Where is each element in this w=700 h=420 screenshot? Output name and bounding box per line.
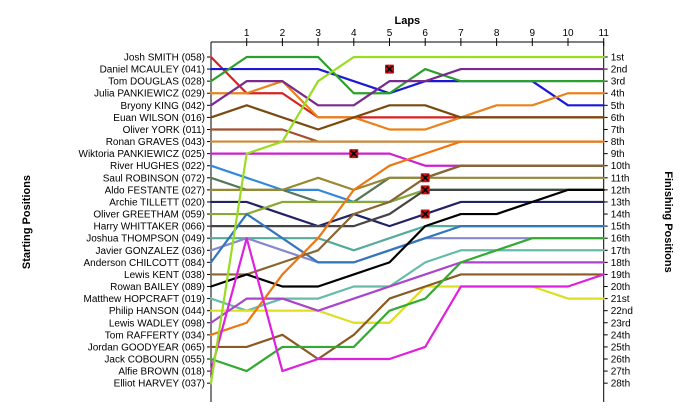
finishing-position-label: 1st	[611, 53, 625, 64]
finishing-position-label: 3rd	[611, 77, 625, 88]
finishing-position-label: 24th	[611, 330, 630, 341]
starting-position-label: Tom RAFFERTY (034)	[105, 330, 205, 341]
starting-position-label: Bryony KING (042)	[121, 101, 205, 112]
finishing-position-label: 2nd	[611, 65, 628, 76]
starting-position-label: Matthew HOPCRAFT (019)	[83, 294, 205, 305]
x-tick-label: 9	[530, 28, 536, 39]
finishing-position-label: 4th	[611, 89, 625, 100]
finishing-position-label: 19th	[611, 270, 630, 281]
series-line	[209, 249, 605, 312]
starting-position-label: Wiktoria PANKIEWICZ (025)	[79, 149, 206, 160]
starting-position-label: Harry WHITTAKER (066)	[94, 222, 206, 233]
series-line	[209, 176, 605, 191]
finishing-position-label: 12th	[611, 185, 630, 196]
series-line	[209, 273, 605, 361]
starting-position-label: Aldo FESTANTE (027)	[105, 185, 205, 196]
series-line	[209, 237, 605, 373]
finishing-position-label: 27th	[611, 367, 630, 378]
starting-position-label: River HUGHES (022)	[110, 161, 205, 172]
x-tick-label: 7	[458, 28, 464, 39]
finishing-position-label: 11th	[611, 173, 630, 184]
retirement-cross	[350, 150, 358, 158]
starting-position-label: Lewis WADLEY (098)	[109, 318, 205, 329]
retirement-cross	[421, 210, 429, 218]
series-line	[209, 188, 605, 228]
finishing-position-label: 17th	[611, 246, 630, 257]
y-axis-title-right: Finishing Positions	[662, 171, 674, 272]
finishing-position-label: 28th	[611, 379, 630, 390]
starting-position-label: Philip HANSON (044)	[109, 306, 205, 317]
finishing-position-label: 26th	[611, 355, 630, 366]
series-line	[209, 188, 605, 288]
starting-position-label: Alfie BROWN (018)	[118, 367, 205, 378]
starting-position-label: Oliver YORK (011)	[123, 125, 205, 136]
finishing-position-label: 22nd	[611, 306, 633, 317]
starting-position-label: Lewis KENT (038)	[124, 270, 205, 281]
finishing-position-label: 10th	[611, 161, 630, 172]
finishing-position-label: 23rd	[611, 318, 631, 329]
finishing-position-label: 25th	[611, 342, 630, 353]
starting-position-label: Jack COBOURN (055)	[104, 355, 205, 366]
x-tick-label: 2	[280, 28, 286, 39]
finishing-position-label: 8th	[611, 137, 625, 148]
x-tick-label: 11	[599, 28, 610, 39]
starting-position-label: Jordan GOODYEAR (065)	[88, 342, 205, 353]
starting-position-label: Tom DOUGLAS (028)	[108, 77, 205, 88]
retirement-cross	[385, 65, 394, 73]
series-line	[209, 237, 605, 373]
x-tick-label: 3	[315, 28, 321, 39]
starting-position-label: Julia PANKIEWICZ (029)	[94, 89, 205, 100]
series-line	[209, 140, 605, 336]
finishing-position-label: 14th	[611, 210, 630, 221]
x-tick-label: 6	[422, 28, 428, 39]
starting-position-label: Elliot HARVEY (037)	[114, 379, 205, 390]
starting-position-label: Daniel MCAULEY (041)	[100, 65, 205, 76]
series-line	[209, 67, 605, 107]
finishing-position-label: 20th	[611, 282, 630, 293]
x-tick-label: 1	[244, 28, 250, 39]
starting-position-label: Rowan BAILEY (089)	[110, 282, 205, 293]
x-tick-label: 8	[494, 28, 500, 39]
x-tick-label: 10	[562, 28, 574, 39]
chart-title: Laps	[395, 15, 421, 27]
series-line	[209, 55, 605, 385]
finishing-position-label: 15th	[611, 222, 630, 233]
starting-position-label: Josh SMITH (058)	[124, 53, 205, 64]
finishing-position-label: 9th	[611, 149, 625, 160]
x-tick-label: 5	[387, 28, 393, 39]
series-line	[209, 128, 605, 143]
finishing-position-label: 6th	[611, 113, 625, 124]
starting-position-label: Joshua THOMPSON (049)	[86, 234, 205, 245]
x-tick-label: 4	[351, 28, 357, 39]
y-axis-title-left: Starting Positions	[21, 175, 33, 269]
finishing-position-label: 13th	[611, 197, 630, 208]
retirement-cross	[421, 174, 429, 182]
retirement-cross	[421, 186, 429, 194]
starting-position-label: Saul ROBINSON (072)	[103, 173, 205, 184]
finishing-position-label: 21st	[611, 294, 630, 305]
starting-position-label: Oliver GREETHAM (059)	[93, 210, 205, 221]
finishing-position-label: 18th	[611, 258, 630, 269]
finishing-position-label: 5th	[611, 101, 625, 112]
series-line	[209, 261, 605, 324]
starting-position-label: Ronan GRAVES (043)	[106, 137, 205, 148]
finishing-position-label: 16th	[611, 234, 630, 245]
starting-position-label: Javier GONZALEZ (036)	[96, 246, 205, 257]
series-line	[209, 67, 605, 107]
series-line	[209, 200, 605, 228]
finishing-position-label: 7th	[611, 125, 625, 136]
starting-position-label: Anderson CHILCOTT (084)	[83, 258, 205, 269]
series-line	[209, 104, 605, 131]
starting-position-label: Euan WILSON (016)	[113, 113, 205, 124]
series-line	[209, 164, 605, 276]
starting-position-label: Archie TILLETT (020)	[109, 197, 205, 208]
series-line	[209, 80, 605, 131]
